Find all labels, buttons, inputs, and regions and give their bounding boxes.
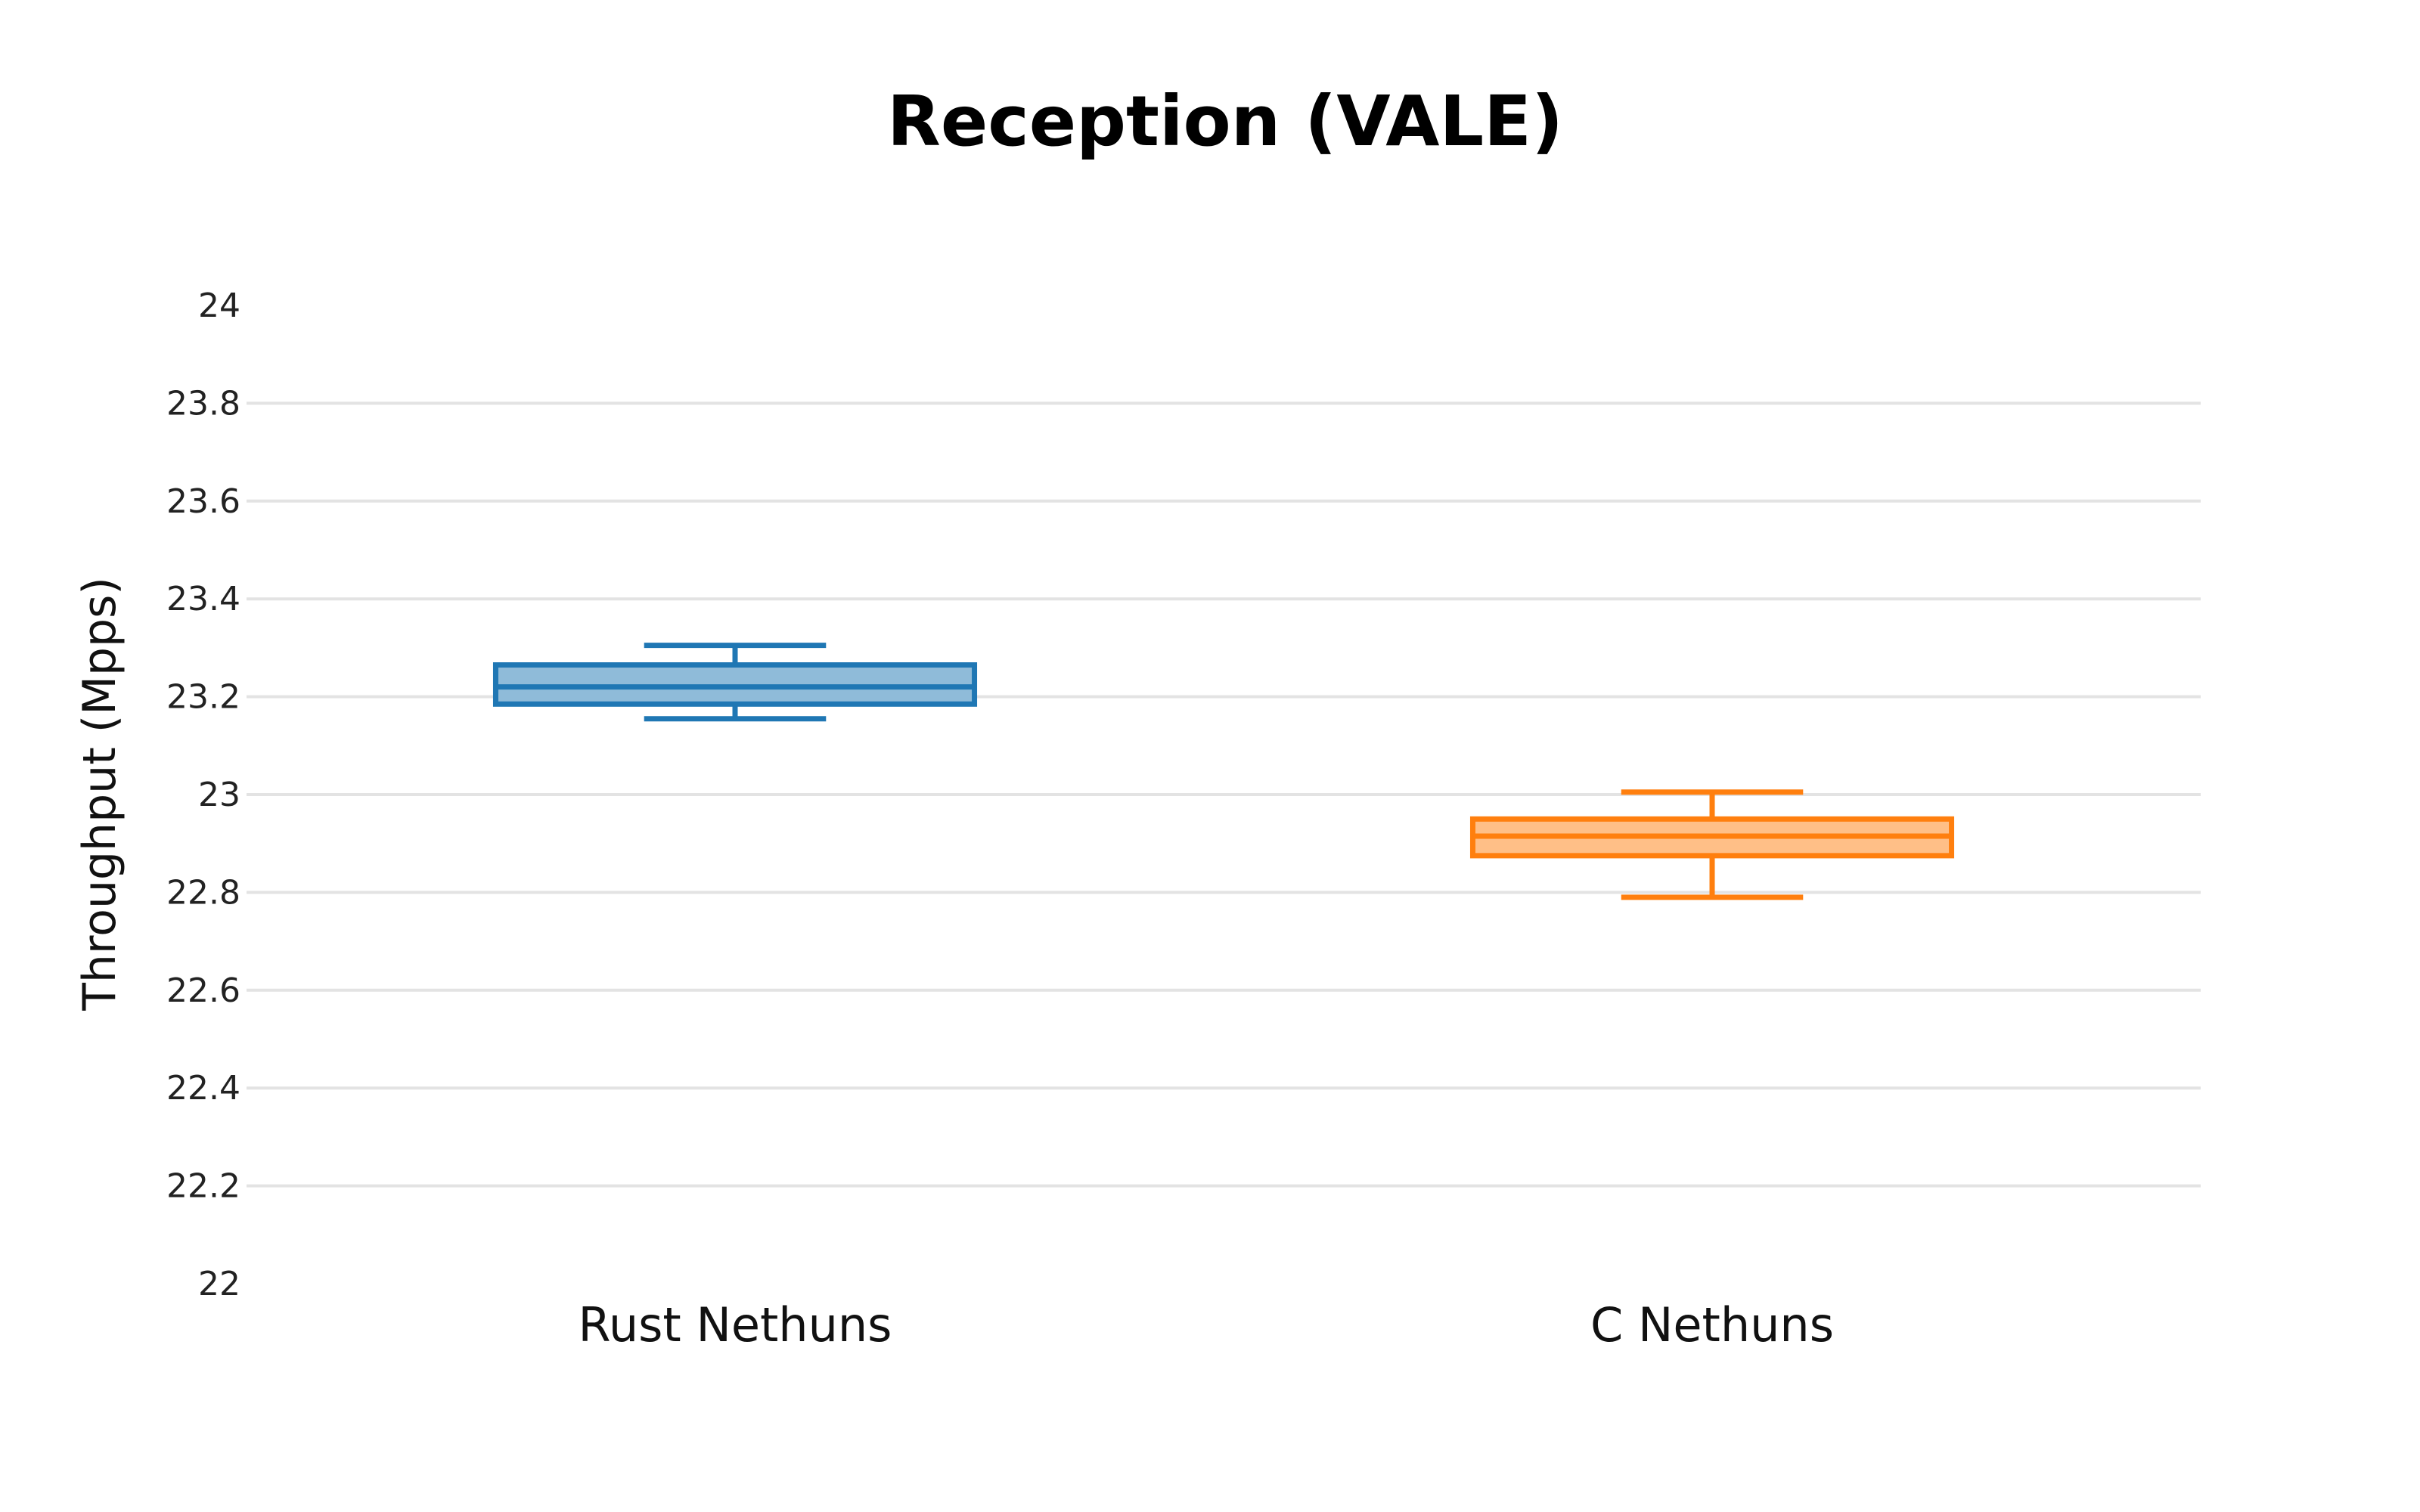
y-axis-ticks: 22 22.2 22.4 22.6 22.8 23 23.2 23.4 23.6 23.8 24 bbox=[166, 287, 240, 1303]
y-tick-label: 24 bbox=[198, 287, 240, 325]
y-axis-label: Throughput (Mpps) bbox=[73, 577, 126, 1012]
category-label: Rust Nethuns bbox=[579, 1297, 892, 1352]
box-c-nethuns bbox=[1469, 789, 1955, 900]
boxes bbox=[492, 643, 1955, 900]
y-tick-label: 23 bbox=[198, 776, 240, 814]
gridlines bbox=[247, 401, 2201, 1188]
y-tick-label: 23.2 bbox=[166, 678, 240, 717]
category-label: C Nethuns bbox=[1590, 1297, 1834, 1352]
y-tick-label: 22 bbox=[198, 1265, 240, 1303]
chart-title: Reception (VALE) bbox=[887, 81, 1563, 162]
y-tick-label: 22.6 bbox=[166, 971, 240, 1010]
y-tick-label: 23.8 bbox=[166, 384, 240, 423]
y-tick-label: 23.4 bbox=[166, 580, 240, 618]
y-tick-label: 22.2 bbox=[166, 1167, 240, 1206]
x-axis-categories: Rust Nethuns C Nethuns bbox=[579, 1297, 1834, 1352]
box-rust-nethuns bbox=[492, 643, 978, 722]
y-tick-label: 22.8 bbox=[166, 873, 240, 912]
y-tick-label: 22.4 bbox=[166, 1069, 240, 1108]
y-tick-label: 23.6 bbox=[166, 482, 240, 521]
